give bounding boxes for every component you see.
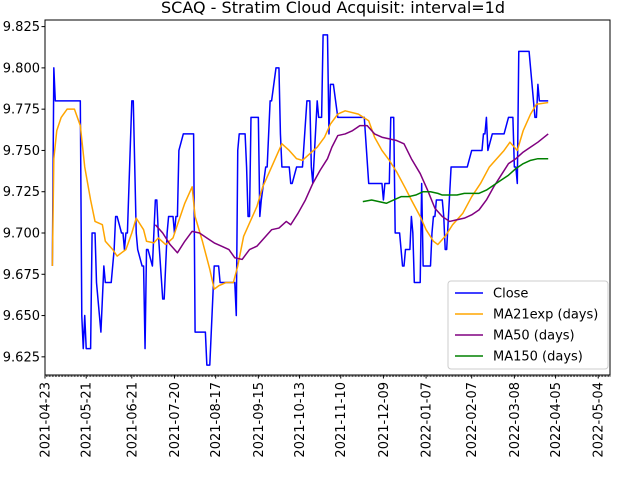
- series-line-3: [362, 157, 549, 205]
- plot-area: [51, 34, 549, 366]
- legend-label-2: MA50 (days): [493, 329, 575, 344]
- legend-label-1: MA21exp (days): [493, 308, 598, 323]
- y-tick-label: 9.775: [3, 103, 40, 118]
- y-tick-label: 9.750: [3, 144, 40, 159]
- x-tick-label: 2021-12-09: [377, 382, 392, 458]
- y-tick-label: 9.625: [3, 350, 40, 365]
- x-tick-label: 2022-05-04: [592, 382, 607, 458]
- series-line-1: [51, 101, 549, 290]
- legend-box: [447, 280, 609, 370]
- series-line-0: [51, 34, 549, 366]
- x-tick-label: 2021-10-13: [293, 382, 308, 458]
- legend-label-3: MA150 (days): [493, 350, 583, 365]
- x-tick-label: 2021-07-20: [168, 382, 183, 458]
- x-tick-label: 2021-04-23: [39, 382, 54, 458]
- x-tick-label: 2022-03-08: [508, 382, 523, 458]
- x-tick-label: 2021-09-15: [252, 382, 267, 458]
- y-tick-label: 9.700: [3, 227, 40, 242]
- x-tick-label: 2021-08-17: [209, 382, 224, 458]
- legend-label-0: Close: [493, 287, 528, 302]
- x-tick-label: 2021-05-21: [80, 382, 95, 458]
- y-tick-label: 9.675: [3, 268, 40, 283]
- x-tick-label: 2021-06-21: [125, 382, 140, 458]
- y-tick-label: 9.825: [3, 20, 40, 35]
- x-tick-label: 2021-11-10: [334, 382, 349, 458]
- x-tick-label: 2022-01-07: [420, 382, 435, 458]
- legend: Close MA21exp (days) MA50 (days) MA150 (day…: [447, 280, 609, 370]
- chart-title: SCAQ - Stratim Cloud Acquisit: interval=…: [161, 0, 505, 17]
- y-tick-label: 9.800: [3, 61, 40, 76]
- y-tick-label: 9.650: [3, 309, 40, 324]
- y-tick-label: 9.725: [3, 185, 40, 200]
- x-tick-label: 2022-02-07: [465, 382, 480, 458]
- axes: 9.625 9.650 9.675 9.700 9.725 9.750 9.775 9.800…: [3, 19, 611, 458]
- series-line-2: [154, 124, 549, 261]
- x-tick-label: 2022-04-05: [549, 382, 564, 458]
